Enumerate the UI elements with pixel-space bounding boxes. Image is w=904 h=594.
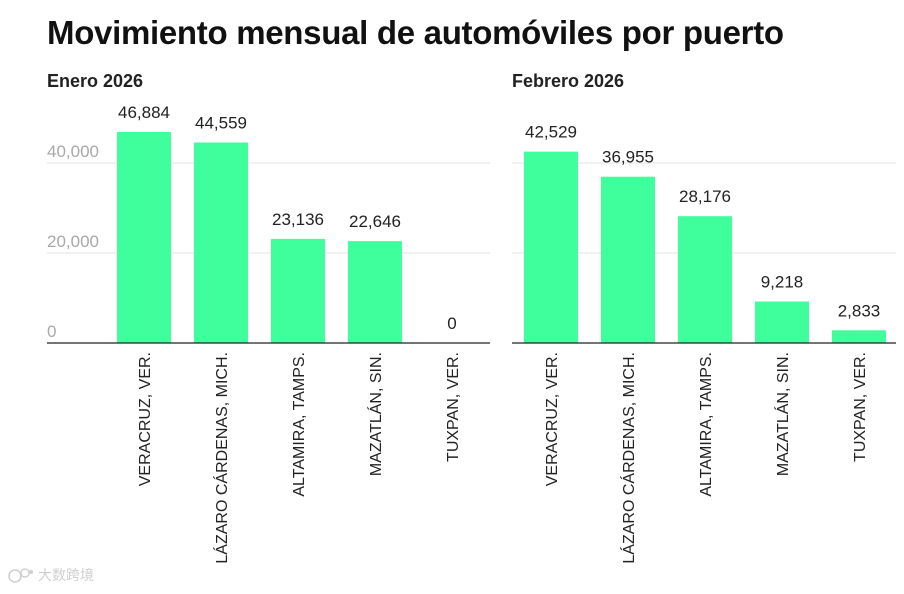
y-tick-label-enero-40000: 40,000 [47, 142, 99, 161]
bar-enero-1 [117, 132, 171, 343]
value-label-febrero-2: 36,955 [602, 148, 654, 167]
y-tick-label-enero-20000: 20,000 [47, 232, 99, 251]
value-label-enero-2: 44,559 [195, 113, 247, 132]
page-title: Movimiento mensual de automóviles por pu… [47, 14, 784, 51]
value-label-febrero-5: 2,833 [838, 301, 881, 320]
bar-febrero-2 [601, 176, 655, 343]
bar-febrero-3 [678, 216, 732, 343]
category-label-enero-4: MAZATLÁN, SIN. [366, 352, 385, 476]
chart-title-febrero: Febrero 2026 [512, 71, 625, 91]
chart-title-enero: Enero 2026 [47, 71, 144, 91]
bar-enero-4 [348, 241, 402, 343]
category-label-enero-1: VERACRUZ, VER. [137, 352, 154, 486]
value-label-enero-1: 46,884 [118, 103, 170, 122]
category-label-febrero-3: ALTAMIRA, TAMPS. [698, 352, 715, 497]
bar-febrero-5 [832, 330, 886, 343]
category-label-febrero-5: TUXPAN, VER. [852, 352, 869, 462]
y-tick-label-enero-0: 0 [47, 322, 56, 341]
value-label-enero-5: 0 [447, 314, 456, 333]
bar-enero-2 [194, 142, 248, 343]
value-label-febrero-4: 9,218 [761, 273, 804, 292]
value-label-enero-4: 22,646 [349, 212, 401, 231]
bar-enero-3 [271, 238, 325, 343]
category-label-enero-5: TUXPAN, VER. [445, 352, 462, 462]
category-label-enero-3: ALTAMIRA, TAMPS. [291, 352, 308, 497]
value-label-febrero-1: 42,529 [525, 123, 577, 142]
category-label-enero-2: LÁZARO CÁRDENAS, MICH. [212, 352, 231, 564]
bar-febrero-4 [755, 301, 809, 343]
watermark-text: 大数跨境 [38, 567, 94, 583]
value-label-enero-3: 23,136 [272, 210, 324, 229]
category-label-febrero-4: MAZATLÁN, SIN. [773, 352, 792, 476]
bar-febrero-1 [524, 151, 578, 343]
value-label-febrero-3: 28,176 [679, 187, 731, 206]
category-label-febrero-2: LÁZARO CÁRDENAS, MICH. [619, 352, 638, 564]
watermark-logo-icon [8, 568, 33, 583]
watermark: 大数跨境 [8, 565, 94, 585]
category-label-febrero-1: VERACRUZ, VER. [544, 352, 561, 486]
